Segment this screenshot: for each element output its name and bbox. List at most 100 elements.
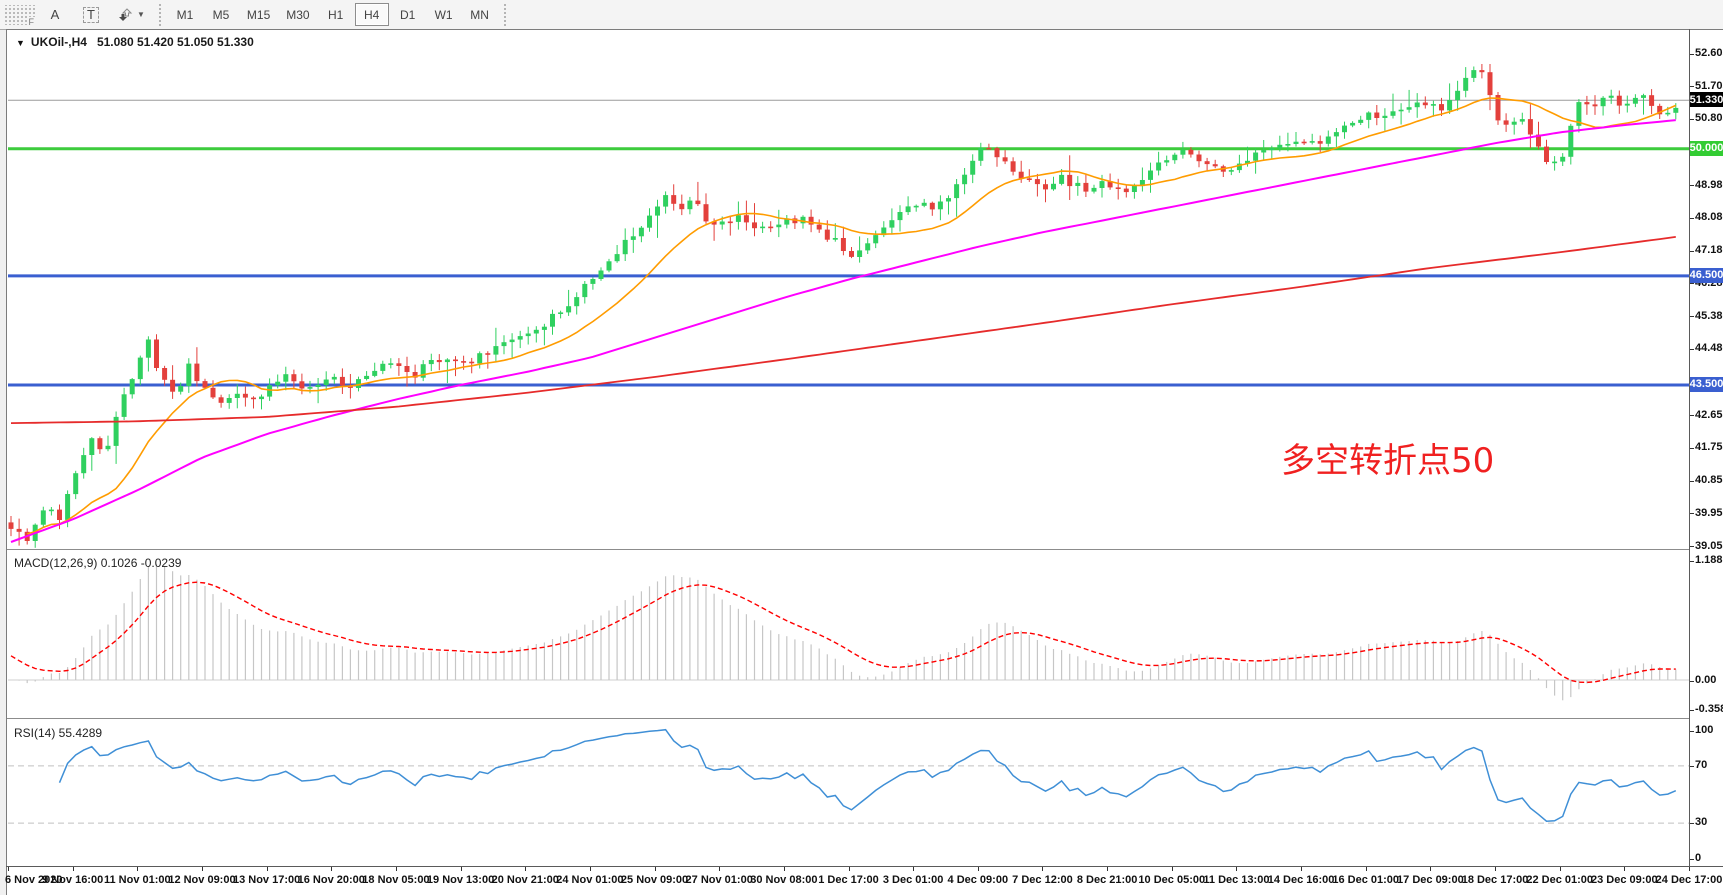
price-tick [1690,415,1694,417]
price-tick-label: 40.855 [1695,474,1723,487]
ohlc-values: 51.080 51.420 51.050 51.330 [96,35,254,49]
time-tick-label: 16 Nov 20:00 [297,874,365,886]
price-tick-label: 50.805 [1695,112,1723,125]
time-tick [1236,867,1238,871]
price-tick-label: 45.380 [1695,309,1723,322]
time-tick [654,867,656,871]
macd-indicator-label: MACD(12,26,9) 0.1026 -0.0239 [14,556,182,570]
panel-divider[interactable] [7,549,1689,552]
rsi-axis-tick [1690,858,1694,860]
time-tick-label: 22 Dec 01:00 [1526,874,1594,886]
chart-text-annotation: 多空转折点50 [1281,441,1495,481]
time-tick [1495,867,1497,871]
time-tick-label: 18 Nov 05:00 [362,874,430,886]
price-badge-51.330: 51.330 [1689,92,1723,108]
rsi-axis-tick [1690,765,1694,767]
time-tick-label: 17 Dec 09:00 [1397,874,1464,886]
price-badge-43.500: 43.500 [1689,376,1723,392]
time-tick [848,867,850,871]
time-tick [1624,867,1626,871]
time-tick-label: 19 Nov 13:00 [426,874,495,886]
time-tick [1365,867,1367,871]
price-tick-label: 42.655 [1695,408,1723,421]
rsi-axis-label: 70 [1695,759,1708,771]
price-tick [1690,283,1694,285]
time-tick-label: 11 Nov 01:00 [103,874,171,886]
timeframe-button-mn[interactable]: MN [470,7,489,22]
time-tick-label: 13 Nov 17:00 [232,874,301,886]
time-tick [395,867,397,871]
chevron-down-icon: ▼ [137,10,145,19]
price-tick-label: 39.955 [1695,506,1723,519]
price-tick [1690,86,1694,88]
price-tick [1690,185,1694,187]
time-tick [1107,867,1109,871]
time-tick-label: 12 Nov 09:00 [168,874,236,886]
toolbar-grip-handle[interactable]: F [3,4,37,27]
time-tick [1042,867,1044,871]
time-tick [1171,867,1173,871]
timeframe-button-w1[interactable]: W1 [434,7,453,22]
toolbar-separator [158,3,161,26]
arrow-objects-button[interactable]: ▼ [110,3,152,26]
price-tick [1690,250,1694,252]
macd-axis-label: 1.188 [1695,554,1723,566]
toolbar-separator [503,3,506,26]
timeframe-button-d1[interactable]: D1 [399,7,416,22]
time-tick [201,867,203,871]
arrows-icon [117,7,133,23]
price-tick [1690,513,1694,515]
macd-plot[interactable] [8,552,1689,718]
rsi-axis-label: 100 [1695,724,1714,736]
time-tick [137,867,139,871]
time-tick-label: 1 Dec 17:00 [818,874,879,886]
chart-window[interactable] [6,29,1723,895]
time-tick-label: 18 Dec 17:00 [1461,874,1529,886]
time-tick [1430,867,1432,871]
panel-divider[interactable] [7,718,1689,721]
rsi-indicator-label: RSI(14) 55.4289 [14,726,103,740]
timeframe-button-m1[interactable]: M1 [176,7,194,22]
price-badge-46.500: 46.500 [1689,267,1723,283]
price-tick-label: 44.480 [1695,342,1723,355]
timeframe-button-m5[interactable]: M5 [212,7,230,22]
rsi-plot[interactable] [8,721,1689,866]
time-tick-label: 3 Dec 01:00 [882,874,944,886]
price-tick-label: 48.980 [1695,178,1723,191]
rsi-axis-label: 0 [1695,852,1702,864]
time-tick [8,867,9,871]
price-tick-label: 47.180 [1695,244,1723,257]
time-tick [1559,867,1561,871]
time-tick [1689,867,1690,871]
price-tick-label: 39.055 [1695,539,1723,552]
symbol-dropdown-icon[interactable]: ▼ [16,38,25,48]
text-label-tool-button[interactable]: T [74,3,108,26]
time-tick-label: 24 Dec 17:00 [1655,874,1723,886]
time-tick [783,867,785,871]
time-tick-label: 14 Dec 16:00 [1267,874,1335,886]
timeframe-button-m30[interactable]: M30 [286,7,310,22]
time-tick-label: 6 Nov 2020 [5,874,63,886]
time-tick-label: 24 Nov 01:00 [556,874,624,886]
time-tick-label: 8 Dec 21:00 [1076,874,1138,886]
price-tick-label: 52.605 [1695,47,1723,59]
timeframe-button-h4[interactable]: H4 [354,3,389,26]
time-tick [460,867,462,871]
macd-axis-label: 0.00 [1695,674,1717,686]
time-tick [1301,867,1303,871]
macd-axis-tick [1690,560,1694,562]
price-tick [1690,118,1694,120]
time-tick-label: 20 Nov 21:00 [491,874,559,886]
price-tick-label: 41.755 [1695,441,1723,454]
macd-axis-label: -0.3582 [1695,703,1723,715]
timeframe-button-h1[interactable]: H1 [327,7,344,22]
text-tool-button[interactable]: A [50,7,60,22]
time-tick-label: 23 Dec 09:00 [1591,874,1658,886]
timeframe-button-m15[interactable]: M15 [246,7,271,22]
toolbar-grip-label: F [27,16,35,27]
time-axis-border [6,866,1723,867]
time-tick-label: 11 Dec 13:00 [1203,874,1270,886]
time-tick-label: 16 Dec 01:00 [1332,874,1400,886]
main-price-plot[interactable] [8,30,1689,549]
